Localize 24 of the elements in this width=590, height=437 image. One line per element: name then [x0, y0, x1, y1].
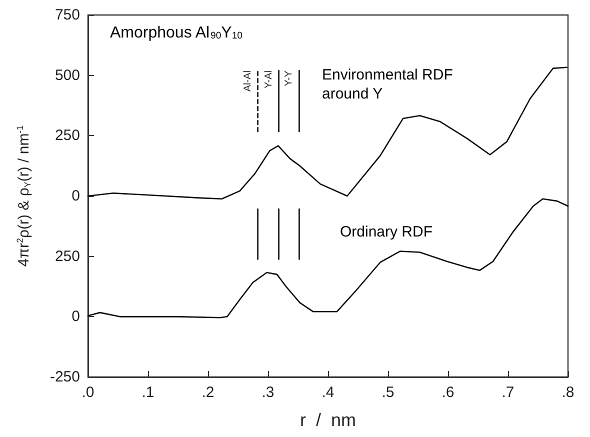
line-series: [87, 198, 569, 318]
y2-tick-label: 750: [54, 6, 80, 24]
line-series: [87, 66, 568, 200]
text: Amorphous Al90Y10: [110, 24, 243, 42]
text: Y-Al: [263, 70, 274, 88]
text: Al-Al: [242, 70, 254, 92]
y-tick-label: 0: [72, 308, 80, 326]
series-label: Ordinary RDF: [340, 224, 433, 241]
y-tick-label: -250: [50, 368, 80, 386]
y-axis-title: 4πr2ρ(r) & ρY(r) / nm-1: [15, 125, 32, 267]
x-tick-label: .5: [382, 384, 394, 401]
x-tick-label: .2: [202, 384, 214, 401]
x-tick-label: .0: [82, 384, 94, 401]
text: Y-Y: [284, 70, 295, 86]
x-tick-label: .7: [502, 384, 514, 401]
x-tick-label: .3: [262, 384, 274, 401]
x-axis-title: r / nm: [300, 410, 356, 430]
y2-tick-label: 500: [54, 66, 80, 84]
x-tick-label: .4: [322, 384, 334, 401]
x-tick-label: .1: [142, 384, 154, 401]
series-label: Environmental RDF around Y: [322, 66, 458, 103]
y-tick-label: 250: [54, 248, 80, 265]
x-tick-label: .6: [442, 384, 454, 401]
x-tick-label: .8: [562, 384, 574, 401]
